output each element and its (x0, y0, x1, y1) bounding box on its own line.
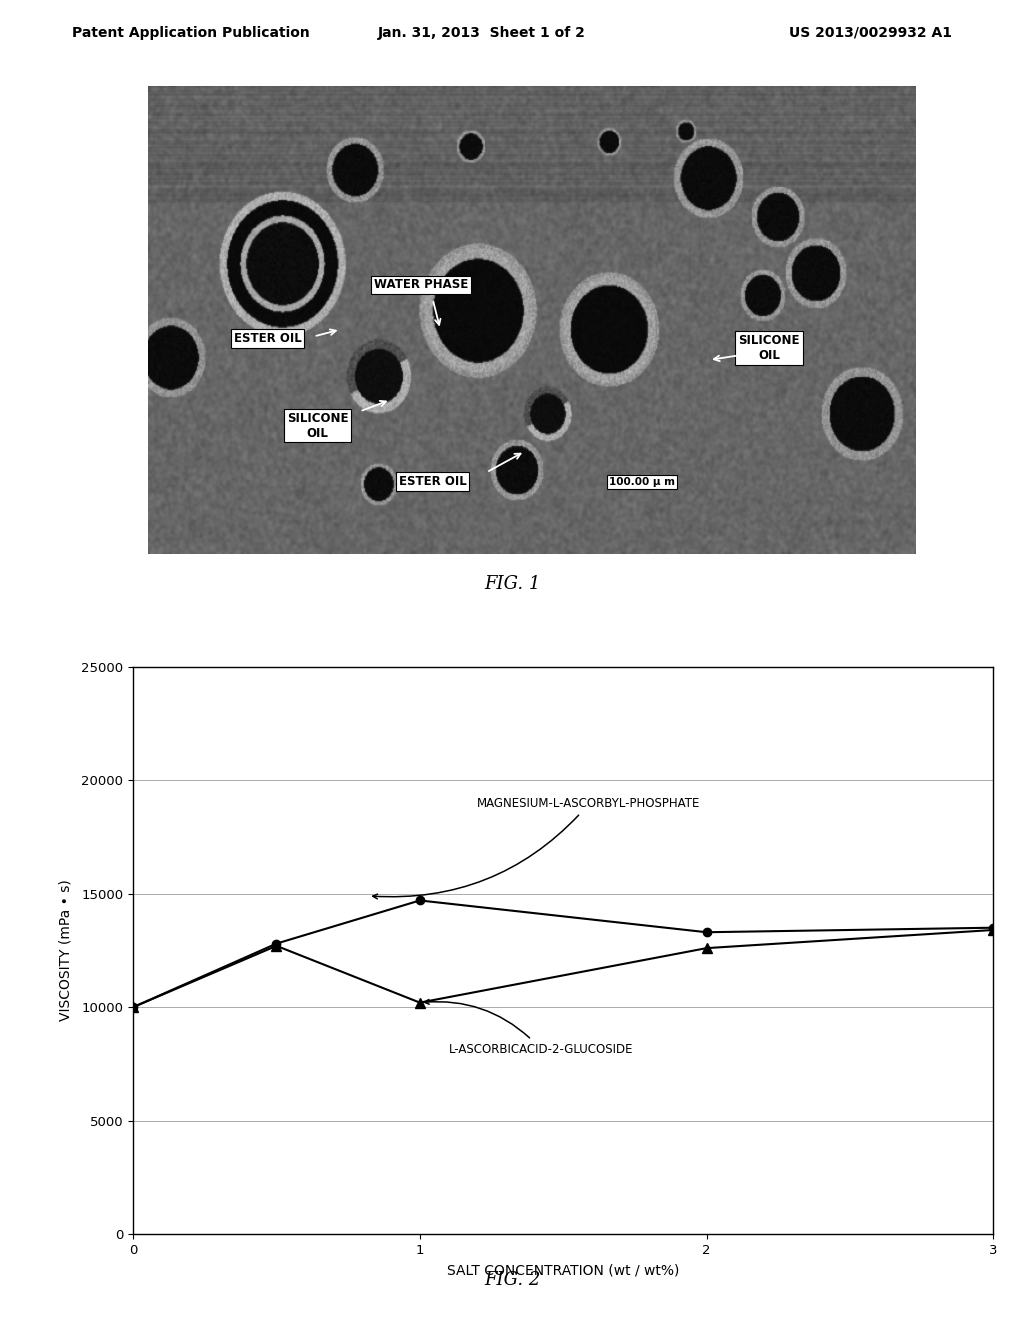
Text: ESTER OIL: ESTER OIL (233, 333, 301, 346)
Y-axis label: VISCOSITY (mPa • s): VISCOSITY (mPa • s) (59, 879, 73, 1022)
Text: ESTER OIL: ESTER OIL (398, 475, 467, 488)
Text: FIG. 1: FIG. 1 (483, 576, 541, 593)
Text: SILICONE
OIL: SILICONE OIL (287, 412, 348, 440)
Text: SILICONE
OIL: SILICONE OIL (738, 334, 800, 362)
Text: Patent Application Publication: Patent Application Publication (72, 25, 309, 40)
X-axis label: SALT CONCENTRATION (wt / wt%): SALT CONCENTRATION (wt / wt%) (447, 1263, 679, 1278)
Text: MAGNESIUM-L-ASCORBYL-PHOSPHATE: MAGNESIUM-L-ASCORBYL-PHOSPHATE (373, 797, 700, 899)
Text: US 2013/0029932 A1: US 2013/0029932 A1 (790, 25, 952, 40)
Text: Jan. 31, 2013  Sheet 1 of 2: Jan. 31, 2013 Sheet 1 of 2 (377, 25, 586, 40)
Text: L-ASCORBICACID-2-GLUCOSIDE: L-ASCORBICACID-2-GLUCOSIDE (424, 999, 633, 1056)
Text: 100.00 μ m: 100.00 μ m (609, 477, 675, 487)
Text: WATER PHASE: WATER PHASE (374, 279, 468, 292)
Text: FIG. 2: FIG. 2 (483, 1271, 541, 1290)
